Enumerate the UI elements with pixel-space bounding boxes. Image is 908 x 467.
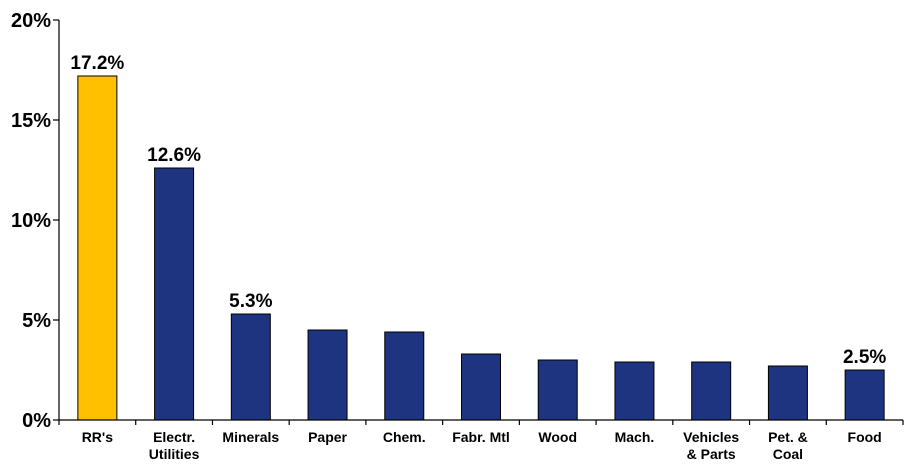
x-category-label: & Parts (687, 446, 736, 462)
y-tick-label: 15% (11, 110, 51, 132)
y-tick-label: 5% (22, 310, 51, 332)
bar (307, 329, 348, 421)
x-category-label: Food (848, 429, 882, 445)
x-category-label: Vehicles (683, 429, 739, 445)
bar (384, 331, 425, 421)
x-category-label: Minerals (222, 429, 279, 445)
bar (461, 353, 501, 421)
x-category-label: Wood (538, 429, 577, 445)
y-tick-label: 10% (11, 210, 51, 232)
data-label: 12.6% (147, 145, 201, 166)
bar (691, 361, 732, 421)
bar (844, 369, 885, 421)
bars-group (77, 75, 885, 421)
y-tick-label: 0% (22, 410, 51, 432)
bar (767, 365, 808, 421)
y-tick-label: 20% (11, 10, 51, 32)
x-category-label: Fabr. Mtl (452, 429, 510, 445)
x-category-label: Utilities (149, 446, 200, 462)
x-category-label: Chem. (383, 429, 426, 445)
bar (77, 75, 118, 421)
bar (537, 359, 578, 421)
bar (230, 313, 271, 421)
x-category-label: RR's (82, 429, 114, 445)
y-ticks-group: 0% 5% 10% 15% 20% (11, 10, 59, 432)
x-category-label: Mach. (615, 429, 655, 445)
x-category-label: Coal (773, 446, 803, 462)
data-labels-group: 17.2% 12.6% 5.3% 2.5% (70, 53, 886, 368)
x-labels-group: RR's Electr.Utilities Minerals Paper Chem. Fa… (82, 429, 882, 462)
bar (154, 167, 195, 421)
x-category-label: Paper (308, 429, 347, 445)
data-label: 17.2% (70, 53, 124, 74)
data-label: 5.3% (229, 291, 272, 312)
x-category-label: Pet. & (768, 429, 808, 445)
bar (614, 361, 655, 421)
x-category-label: Electr. (153, 429, 195, 445)
data-label: 2.5% (843, 347, 886, 368)
